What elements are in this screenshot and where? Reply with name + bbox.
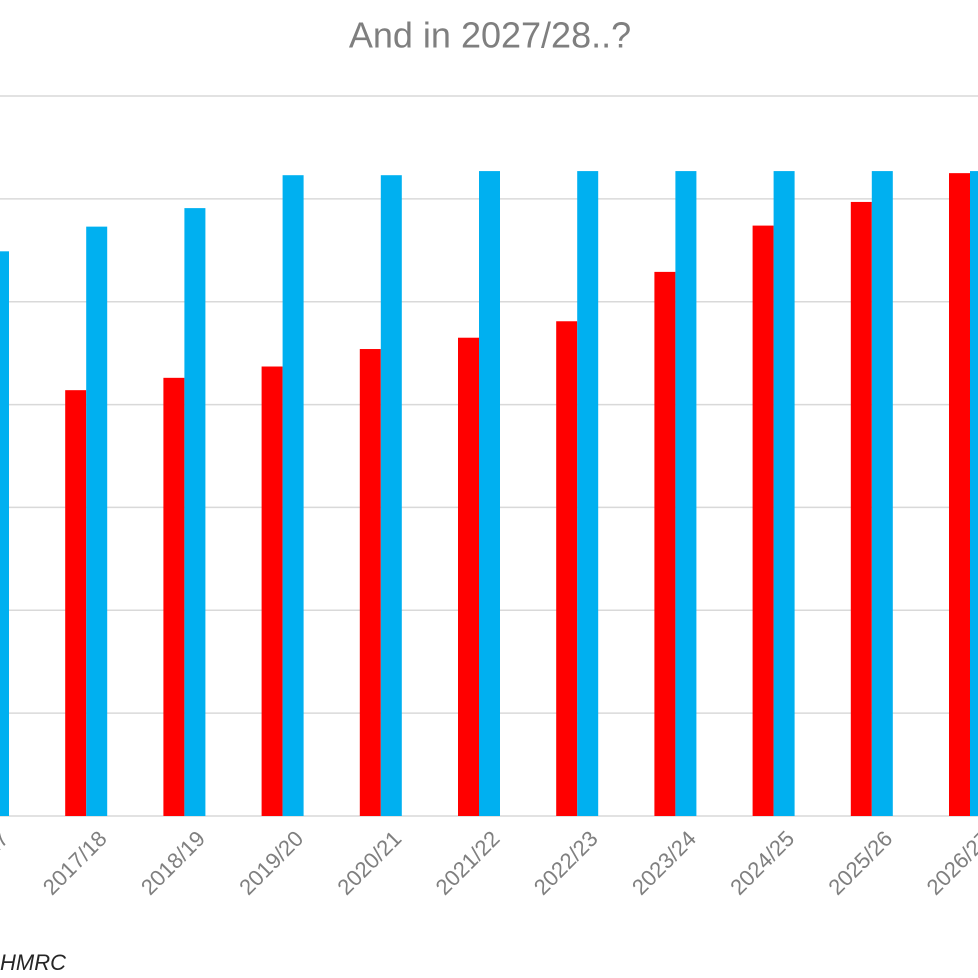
bar (359, 349, 381, 816)
bar (773, 171, 795, 817)
bar (282, 175, 304, 816)
bar (163, 377, 185, 816)
bar (850, 201, 872, 816)
bar (556, 321, 578, 816)
x-tick-label: 2017/18 (38, 826, 112, 900)
x-tick-label: 2020/21 (332, 826, 406, 900)
source-note: HMRC (0, 950, 66, 975)
bar (458, 337, 479, 816)
bar (752, 225, 774, 817)
bar (184, 208, 206, 817)
bar (654, 271, 676, 816)
bar (380, 175, 402, 816)
x-tick-label: 2024/25 (725, 826, 799, 900)
x-tick-label: 2023/24 (627, 826, 701, 900)
bar (970, 171, 978, 817)
x-tick-label: 2025/26 (823, 826, 897, 900)
bar (479, 171, 500, 817)
x-tick-label: 2021/22 (431, 826, 505, 900)
bar (577, 171, 599, 817)
chart-title: And in 2027/28..? (349, 15, 631, 56)
bar (949, 173, 970, 817)
bar (871, 171, 893, 817)
x-tick-label: 2022/23 (529, 826, 603, 900)
x-tick-label: 2019/20 (234, 826, 308, 900)
bar (86, 226, 108, 817)
bar (0, 251, 9, 817)
x-tick-label: 2018/19 (136, 826, 210, 900)
x-tick-label: 2016/17 (0, 826, 14, 900)
bar (65, 390, 87, 816)
bar (675, 171, 697, 817)
x-tick-label: 2026/27 (922, 826, 978, 900)
bar (261, 366, 283, 816)
